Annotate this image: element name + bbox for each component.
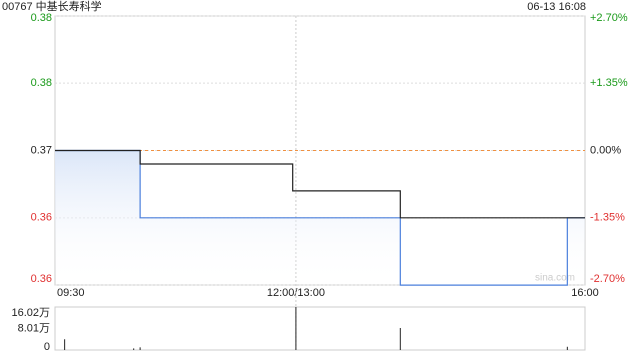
price-line (55, 149, 585, 219)
y2-tick-label: -1.35% (590, 212, 625, 224)
volume-border (54, 306, 586, 351)
y-tick-label: 0.38 (31, 77, 52, 89)
chart-title: 00767 中基长寿科学 (2, 0, 102, 13)
volume-tick-label: 8.01万 (18, 322, 50, 334)
watermark: sina.com (535, 273, 575, 284)
y2-tick-label: 0.00% (590, 144, 621, 156)
x-tick-label: 09:30 (57, 287, 85, 299)
y2-tick-label: +1.35% (590, 77, 628, 89)
y2-tick-label: +2.70% (590, 12, 628, 24)
y-tick-label: 0.36 (31, 273, 52, 285)
y2-tick-label: -2.70% (590, 273, 625, 285)
x-tick-label: 16:00 (571, 287, 599, 299)
timestamp: 06-13 16:08 (527, 1, 586, 13)
y-tick-label: 0.37 (31, 144, 52, 156)
volume-tick-label: 16.02万 (11, 307, 50, 319)
y-tick-label: 0.38 (31, 12, 52, 24)
volume-tick-label: 0 (44, 341, 50, 353)
y-tick-label: 0.36 (31, 212, 52, 224)
